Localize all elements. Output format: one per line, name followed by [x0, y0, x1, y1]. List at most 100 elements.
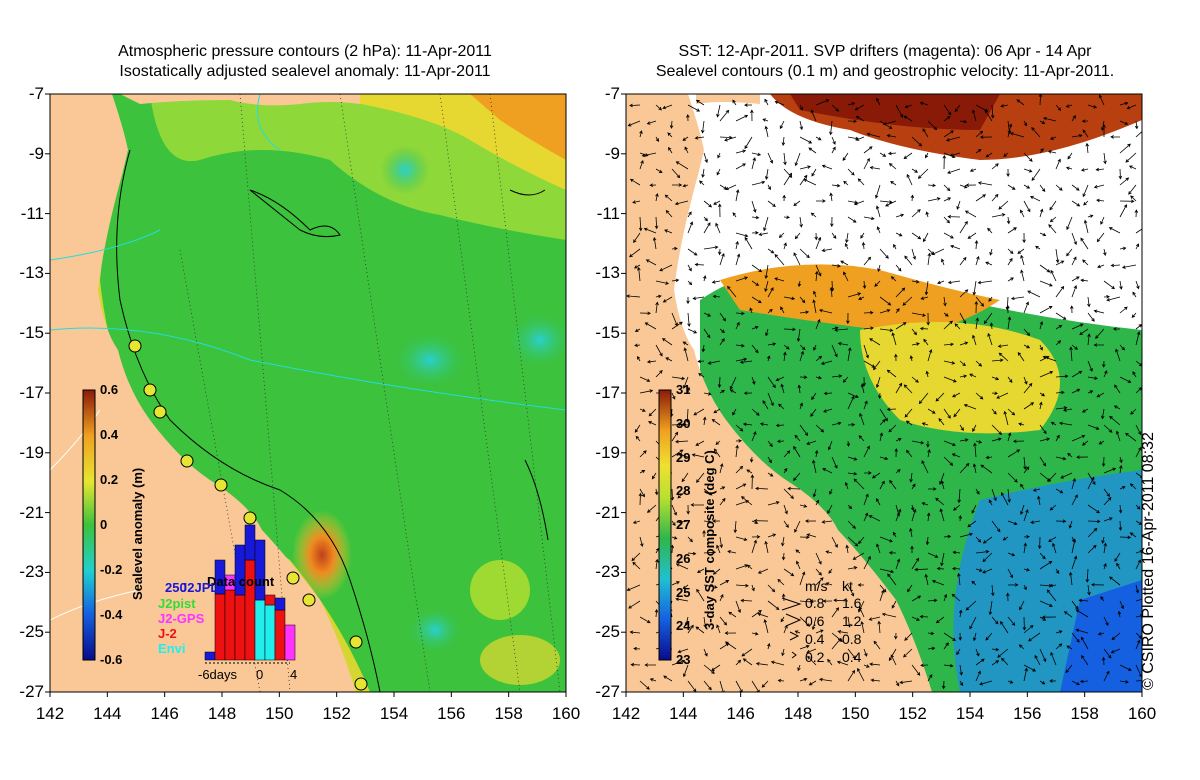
velocity-arrow — [862, 376, 866, 387]
velocity-arrow — [735, 189, 740, 202]
velocity-arrow — [806, 533, 817, 538]
velocity-arrow — [1115, 430, 1121, 442]
velocity-arrow — [831, 136, 836, 145]
velocity-arrow — [975, 658, 985, 666]
velocity-arrow — [774, 100, 785, 106]
velocity-arrow — [1125, 152, 1137, 163]
velocity-arrow — [996, 392, 1009, 399]
velocity-arrow — [764, 125, 769, 138]
velocity-arrow — [1071, 555, 1078, 570]
velocity-arrow — [894, 448, 898, 458]
velocity-arrow — [1039, 401, 1043, 410]
velocity-arrow — [886, 407, 897, 412]
velocity-arrow — [634, 343, 641, 348]
y-tick-label: -21 — [19, 502, 44, 522]
velocity-arrow — [719, 312, 726, 322]
velocity-arrow — [1023, 184, 1031, 189]
velocity-arrow — [770, 660, 785, 666]
velocity-arrow — [1066, 645, 1073, 650]
velocity-arrow — [958, 514, 963, 522]
velocity-arrow — [1081, 408, 1089, 413]
velocity-arrow — [831, 374, 843, 378]
velocity-arrow — [959, 532, 974, 538]
velocity-arrow — [1112, 327, 1121, 331]
velocity-arrow — [735, 321, 740, 330]
velocity-arrow — [799, 504, 808, 508]
sla-colorbar-tick: -0.2 — [100, 562, 123, 577]
velocity-arrow — [903, 115, 913, 122]
velocity-arrow — [1071, 344, 1078, 350]
velocity-arrow — [1071, 538, 1077, 554]
velocity-arrow — [703, 488, 713, 496]
velocity-arrow — [808, 147, 817, 154]
velocity-arrow — [859, 412, 865, 426]
velocity-arrow — [1023, 376, 1028, 385]
velocity-arrow — [751, 264, 763, 273]
velocity-arrow — [943, 116, 951, 122]
velocity-arrow — [815, 264, 822, 277]
velocity-arrow — [687, 104, 701, 112]
velocity-arrow — [703, 222, 711, 234]
velocity-arrow — [1071, 200, 1081, 207]
velocity-arrow — [911, 248, 917, 260]
velocity-arrow — [655, 558, 659, 570]
velocity-arrow — [703, 680, 712, 691]
velocity-arrow — [742, 422, 753, 427]
velocity-arrow — [847, 292, 862, 298]
velocity-arrow — [767, 440, 773, 448]
velocity-arrow — [831, 232, 837, 239]
velocity-arrow — [975, 130, 984, 138]
velocity-arrow — [873, 360, 881, 371]
velocity-arrow — [1119, 143, 1131, 154]
velocity-arrow — [712, 519, 721, 523]
velocity-arrow — [732, 212, 737, 218]
velocity-arrow — [795, 549, 801, 554]
velocity-arrow — [895, 213, 905, 218]
velocity-arrow — [767, 472, 774, 477]
velocity-arrow — [1071, 388, 1081, 394]
velocity-arrow — [1101, 536, 1105, 544]
velocity-arrow — [744, 103, 753, 107]
velocity-arrow — [959, 312, 967, 325]
velocity-arrow — [823, 391, 833, 396]
velocity-arrow — [649, 678, 657, 682]
velocity-arrow — [860, 383, 865, 394]
sla-colorbar — [82, 389, 96, 661]
velocity-arrow — [1071, 232, 1078, 246]
velocity-arrow — [751, 376, 756, 385]
velocity-arrow — [1023, 466, 1030, 474]
velocity-arrow — [959, 289, 969, 298]
velocity-arrow — [815, 199, 826, 203]
velocity-arrow — [1116, 562, 1121, 570]
velocity-arrow — [1055, 390, 1065, 395]
velocity-arrow — [763, 619, 769, 634]
velocity-arrow — [911, 664, 921, 676]
velocity-arrow — [638, 492, 643, 506]
velocity-arrow — [876, 97, 881, 106]
velocity-arrow — [847, 216, 857, 223]
velocity-arrow — [701, 168, 705, 178]
velocity-arrow — [1046, 589, 1057, 602]
velocity-arrow — [831, 146, 836, 154]
velocity-value-ms: 0.2 — [805, 649, 825, 665]
velocity-arrow — [669, 120, 674, 129]
velocity-arrow — [1103, 152, 1107, 165]
velocity-arrow — [1095, 167, 1105, 172]
velocity-arrow — [1049, 136, 1057, 140]
velocity-arrow — [1039, 208, 1044, 218]
velocity-arrow — [847, 102, 856, 106]
velocity-arrow — [989, 322, 994, 330]
velocity-arrow — [1096, 392, 1105, 398]
velocity-arrow — [1108, 227, 1121, 234]
velocity-arrow — [979, 680, 993, 686]
velocity-arrow — [1130, 195, 1137, 202]
velocity-arrow — [886, 134, 897, 138]
velocity-arrow — [1100, 596, 1105, 602]
velocity-arrow — [907, 584, 913, 593]
velocity-arrow — [1001, 657, 1009, 666]
velocity-arrow — [1020, 504, 1025, 515]
velocity-arrow — [1065, 104, 1073, 108]
velocity-arrow — [683, 347, 689, 362]
velocity-arrow — [1041, 615, 1057, 619]
velocity-arrow — [895, 680, 900, 687]
